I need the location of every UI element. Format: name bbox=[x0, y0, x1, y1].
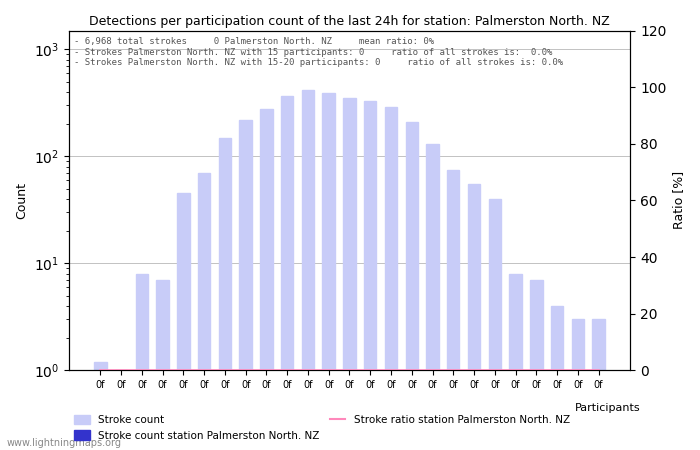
Text: - 6,968 total strokes     0 Palmerston North. NZ     mean ratio: 0%
- Strokes Pa: - 6,968 total strokes 0 Palmerston North… bbox=[74, 37, 564, 67]
Bar bbox=[94, 362, 106, 450]
Bar bbox=[198, 173, 211, 450]
Bar bbox=[592, 319, 605, 450]
Bar bbox=[489, 199, 501, 450]
Bar bbox=[156, 280, 169, 450]
Bar bbox=[385, 107, 397, 450]
Bar bbox=[510, 274, 522, 450]
Bar bbox=[177, 194, 190, 450]
Bar bbox=[115, 370, 127, 450]
Y-axis label: Ratio [%]: Ratio [%] bbox=[672, 171, 685, 230]
Bar bbox=[364, 101, 377, 450]
Bar bbox=[343, 98, 356, 450]
Bar bbox=[218, 138, 231, 450]
Text: Participants: Participants bbox=[575, 403, 640, 413]
Bar bbox=[530, 280, 542, 450]
Bar bbox=[447, 170, 459, 450]
Bar bbox=[239, 120, 252, 450]
Title: Detections per participation count of the last 24h for station: Palmerston North: Detections per participation count of th… bbox=[89, 15, 610, 28]
Text: www.lightningmaps.org: www.lightningmaps.org bbox=[7, 438, 122, 448]
Bar bbox=[281, 95, 293, 450]
Bar bbox=[323, 93, 335, 450]
Bar bbox=[572, 319, 584, 450]
Bar bbox=[426, 144, 439, 450]
Bar bbox=[405, 122, 418, 450]
Y-axis label: Count: Count bbox=[15, 182, 28, 219]
Bar bbox=[468, 184, 480, 450]
Bar bbox=[551, 306, 564, 450]
Bar bbox=[260, 108, 272, 450]
Bar bbox=[136, 274, 148, 450]
Bar bbox=[302, 90, 314, 450]
Legend: Stroke count, Stroke count station Palmerston North. NZ, Stroke ratio station Pa: Stroke count, Stroke count station Palme… bbox=[70, 411, 574, 445]
